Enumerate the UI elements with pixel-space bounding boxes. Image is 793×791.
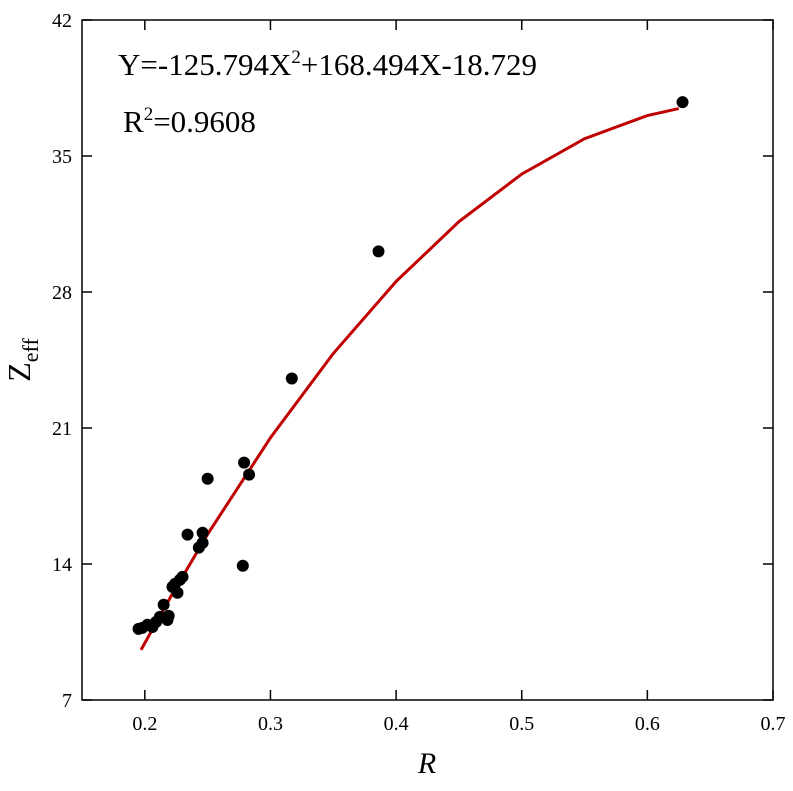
r-squared-exponent: 2 [144,104,154,125]
data-point [238,456,251,469]
data-point [676,96,689,109]
x-tick-label: 0.7 [761,713,786,735]
x-tick-label: 0.5 [509,713,534,735]
x-tick-label: 0.6 [635,713,660,735]
equation: Y=-125.794X2+168.494X-18.729 [118,47,537,82]
plot-frame [81,19,774,701]
data-point [372,245,385,258]
data-point [236,559,249,572]
x-tick-label: 0.2 [132,713,157,735]
x-tick-label: 0.4 [384,713,409,735]
r-squared-part: =0.9608 [153,104,256,139]
y-tick-label: 7 [62,690,72,712]
y-tick-label: 21 [52,418,72,440]
data-point [176,570,189,583]
x-axis-label: R [417,747,436,780]
fit-curve [139,107,680,651]
data-point [157,598,170,611]
data-point [171,586,184,599]
data-point [196,526,209,539]
data-point [201,472,214,485]
y-tick-label: 35 [52,146,72,168]
equation-part: +168.494X-18.729 [301,47,537,82]
y-axis-label-main: Z [1,362,37,382]
r-squared-part: R [123,104,144,139]
y-tick-label: 14 [52,554,72,576]
equation-part: Y=-125.794X [118,47,291,82]
data-point [285,372,298,385]
y-tick-label: 42 [52,10,72,32]
data-point [181,528,194,541]
equation-exponent: 2 [291,47,301,68]
y-tick-label: 28 [52,282,72,304]
data-point [243,468,256,481]
data-point [196,536,209,549]
y-axis-label-sub: eff [18,338,43,363]
y-axis-label: Zeff [1,338,43,382]
x-tick-label: 0.3 [258,713,283,735]
data-point [162,609,175,622]
r-squared: R2=0.9608 [123,104,256,139]
